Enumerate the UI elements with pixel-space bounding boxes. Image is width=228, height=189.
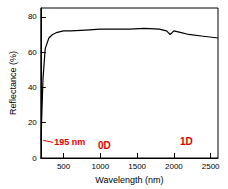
svg-text:195 nm: 195 nm	[54, 137, 85, 147]
svg-text:0: 0	[32, 154, 37, 163]
svg-text:Reflectance (%): Reflectance (%)	[8, 51, 18, 115]
svg-text:500: 500	[57, 162, 71, 171]
svg-text:20: 20	[28, 118, 37, 127]
svg-text:60: 60	[28, 48, 37, 57]
svg-text:40: 40	[28, 83, 37, 92]
svg-text:0D: 0D	[98, 140, 111, 151]
svg-text:Wavelength (nm): Wavelength (nm)	[95, 175, 163, 185]
svg-text:80: 80	[28, 12, 37, 21]
svg-text:2500: 2500	[202, 162, 220, 171]
svg-text:2000: 2000	[165, 162, 183, 171]
svg-text:1D: 1D	[180, 136, 193, 147]
svg-text:1500: 1500	[128, 162, 146, 171]
svg-text:1000: 1000	[91, 162, 109, 171]
